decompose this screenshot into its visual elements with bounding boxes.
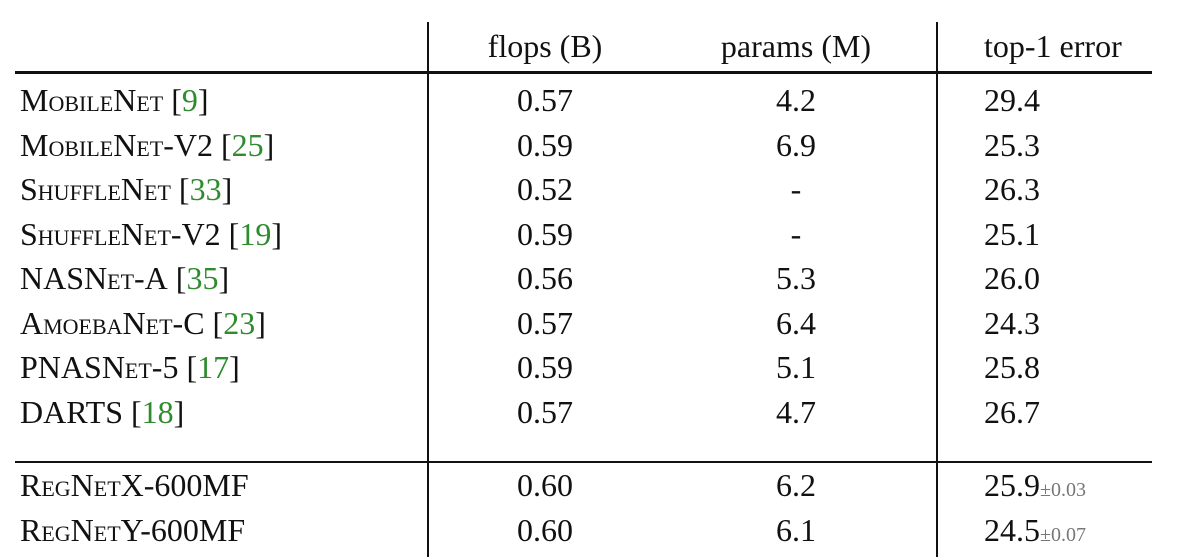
model-name: NASNet-A: [20, 260, 168, 296]
error-value: 25.9: [984, 467, 1040, 503]
error-value: 29.4: [984, 82, 1040, 118]
flops-cell: 0.60: [517, 467, 573, 503]
params-cell: 6.9: [776, 126, 816, 163]
error-value: 26.0: [984, 260, 1040, 296]
error-value: 25.1: [984, 215, 1040, 252]
error-cell: 25.8: [984, 347, 1040, 387]
header-rule: [15, 71, 1152, 74]
error-value: 24.3: [984, 304, 1040, 341]
error-cell: 25.9±0.03: [984, 465, 1086, 510]
flops-cell: 0.57: [517, 82, 573, 118]
row-label: AmoebaNet-C 23: [20, 303, 266, 343]
error-value: 26.7: [984, 393, 1040, 430]
flops-cell: 0.60: [517, 512, 573, 548]
flops-cell: 0.52: [517, 171, 573, 207]
row-label: MobileNet-V2 25: [20, 125, 274, 165]
row-label: MobileNet 9: [20, 80, 209, 120]
params-cell: 6.1: [776, 512, 816, 548]
model-name: DARTS: [20, 393, 123, 430]
params-cell: 5.3: [776, 260, 816, 296]
error-value: 26.3: [984, 171, 1040, 207]
flops-cell: 0.59: [517, 349, 573, 385]
model-name: PNASNet-5: [20, 349, 179, 385]
params-cell: 4.2: [776, 82, 816, 118]
flops-cell: 0.57: [517, 304, 573, 341]
flops-cell: 0.56: [517, 260, 573, 296]
error-cell: 25.1: [984, 214, 1040, 254]
row-label: PNASNet-5 17: [20, 347, 240, 387]
flops-cell: 0.59: [517, 215, 573, 252]
citation: 19: [229, 216, 282, 252]
error-value: 25.3: [984, 126, 1040, 163]
model-name: MobileNet-V2: [20, 126, 213, 163]
row-label: RegNetY-600MF: [20, 510, 245, 550]
citation: 23: [213, 305, 266, 341]
params-cell: -: [790, 215, 802, 252]
flops-cell: 0.57: [517, 393, 573, 430]
params-cell: 4.7: [776, 393, 816, 430]
error-cell: 29.4: [984, 80, 1040, 120]
column-header: params (M): [720, 28, 872, 64]
column-header: flops (B): [487, 28, 603, 64]
model-name: RegNetY-600MF: [20, 512, 246, 548]
group-rule: [15, 461, 1152, 463]
params-cell: 5.1: [776, 349, 816, 385]
error-cell: 24.5±0.07: [984, 510, 1086, 555]
error-cell: 26.7: [984, 392, 1040, 432]
error-value: 24.5: [984, 512, 1040, 548]
error-cell: 26.3: [984, 169, 1040, 209]
citation: 33: [179, 171, 232, 207]
model-name: RegNetX-600MF: [20, 467, 249, 503]
model-name: MobileNet: [20, 82, 164, 118]
error-std: ±0.07: [1040, 524, 1086, 546]
error-value: 25.8: [984, 349, 1040, 385]
flops-cell: 0.59: [517, 126, 573, 163]
error-cell: 26.0: [984, 258, 1040, 298]
error-cell: 24.3: [984, 303, 1040, 343]
column-header: top-1 error: [984, 28, 1122, 64]
error-std: ±0.03: [1040, 479, 1086, 501]
model-name: AmoebaNet-C: [20, 304, 205, 341]
model-name: ShuffleNet-V2: [20, 215, 221, 252]
params-cell: 6.2: [776, 467, 816, 503]
error-cell: 25.3: [984, 125, 1040, 165]
params-cell: 6.4: [776, 304, 816, 341]
params-cell: -: [790, 171, 802, 207]
row-label: ShuffleNet 33: [20, 169, 232, 209]
citation: 25: [221, 127, 274, 163]
citation: 35: [176, 260, 229, 296]
citation: 17: [186, 349, 239, 385]
column-rule: [936, 22, 938, 557]
row-label: ShuffleNet-V2 19: [20, 214, 282, 254]
column-rule: [427, 22, 429, 557]
row-label: NASNet-A 35: [20, 258, 229, 298]
citation: 18: [131, 394, 184, 430]
model-name: ShuffleNet: [20, 171, 171, 207]
row-label: RegNetX-600MF: [20, 465, 249, 505]
citation: 9: [171, 82, 208, 118]
row-label: DARTS 18: [20, 392, 184, 432]
